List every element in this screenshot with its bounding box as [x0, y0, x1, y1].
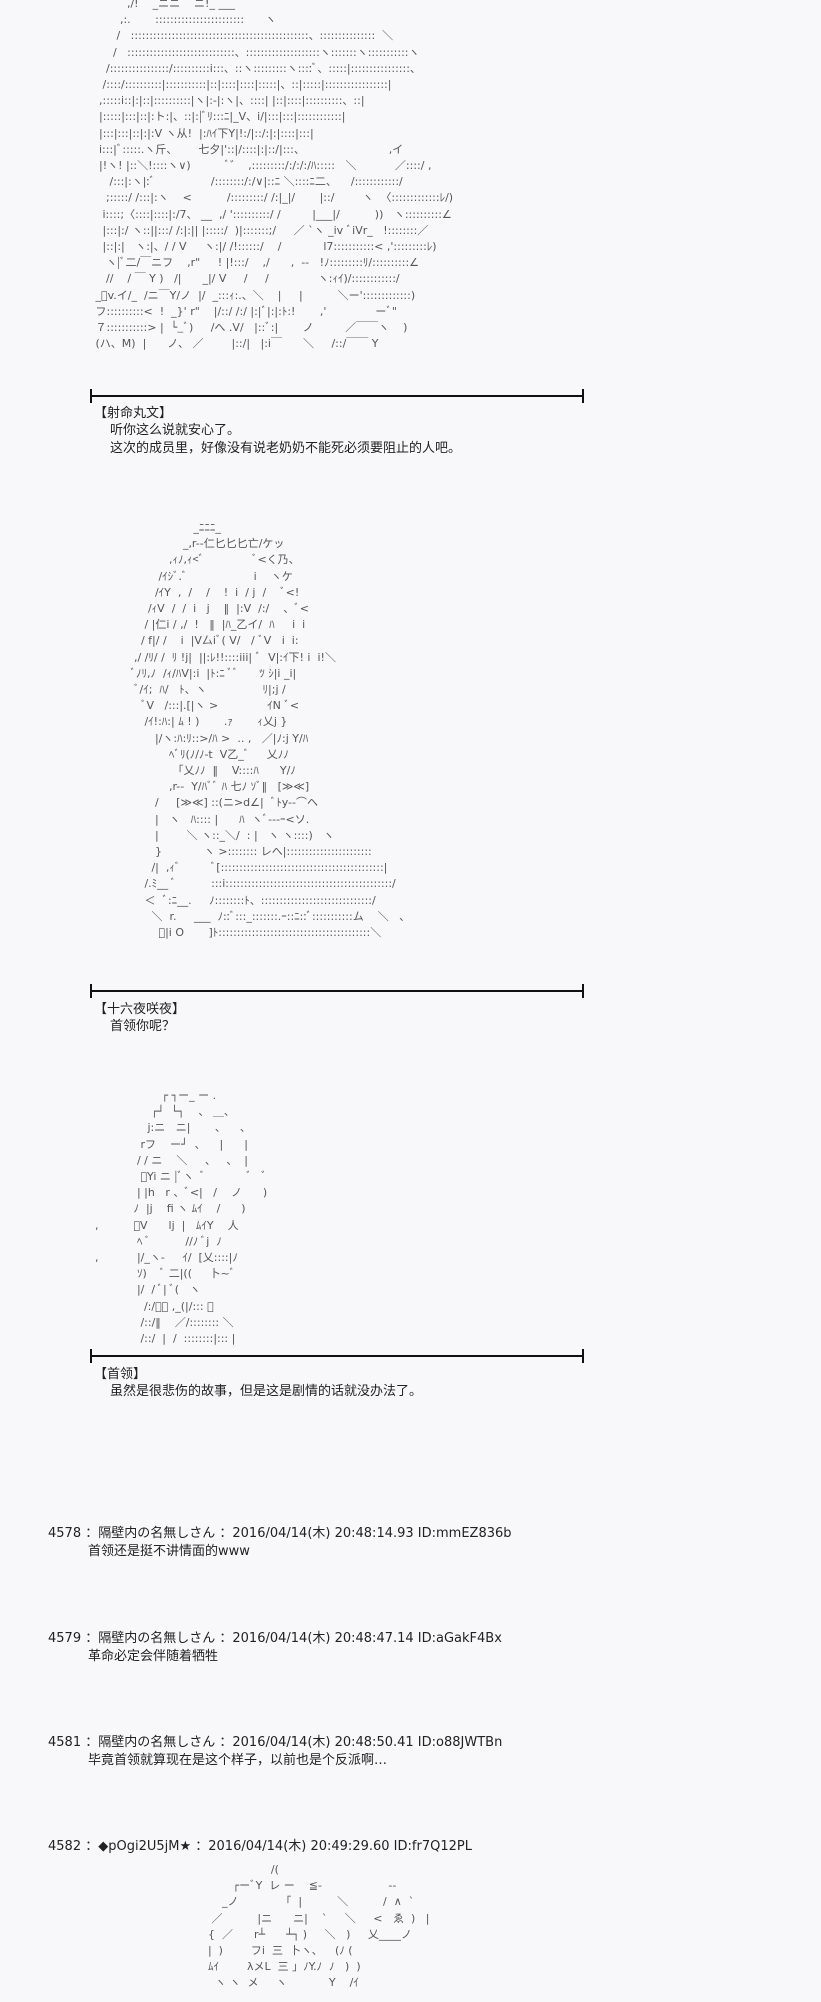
post-body: 首领还是挺不讲情面的www	[88, 1544, 250, 1559]
post-id[interactable]: ID:mmEZ836b	[417, 1526, 512, 1541]
ascii-art-aya: ,/! _ニニ ニ!_ ___ ,:. ::::::::::::::::::::…	[95, 0, 454, 351]
speaker-label: 【射命丸文】	[94, 406, 173, 421]
separator-line	[90, 389, 584, 403]
post-id[interactable]: ID:o88JWTBn	[417, 1735, 503, 1750]
post-id[interactable]: ID:fr7Q12PL	[393, 1839, 472, 1854]
dialogue-line: 听你这么说就安心了。	[110, 423, 241, 438]
speaker-label: 【首领】	[94, 1367, 147, 1382]
dialogue-line: 首领你呢？	[110, 1019, 176, 1034]
post-body: 革命必定会伴随着牺牲	[88, 1649, 219, 1664]
separator-line	[90, 984, 584, 998]
dialogue-line: 虽然是很悲伤的故事，但是这是剧情的话就没办法了。	[110, 1384, 423, 1399]
ascii-art-boss: ┌ ┐ー_ ー . ┌┘ └┐ 、 ＿、 j:ニ ニ| 、 、 rフ ー┘ 、 …	[94, 1089, 268, 1346]
post-id[interactable]: ID:aGakF4Bx	[417, 1631, 502, 1646]
post-date: 2016/04/14(木) 20:48:47.14	[232, 1631, 414, 1646]
ascii-art-sakuya: _ﾆﾆﾆ_ _,r--仁匕匕匕亡/ケッ ,ｨﾉ,ｨ<ﾞ ﾞ<く乃、 /ｲｼﾞ.ﾞ…	[130, 521, 411, 940]
post-author: 隔壁内の名無しさん	[98, 1526, 216, 1541]
post-header: 4578 ：隔壁内の名無しさん ：2016/04/14(木) 20:48:14.…	[48, 1526, 512, 1541]
post-number[interactable]: 4581	[48, 1735, 82, 1750]
speaker-label: 【十六夜咲夜】	[94, 1002, 186, 1017]
post-header: 4579 ：隔壁内の名無しさん ：2016/04/14(木) 20:48:47.…	[48, 1631, 502, 1646]
post-number[interactable]: 4579	[48, 1631, 82, 1646]
post-date: 2016/04/14(木) 20:48:14.93	[232, 1526, 414, 1541]
post-number[interactable]: 4578	[48, 1526, 82, 1541]
post-date: 2016/04/14(木) 20:48:50.41	[232, 1735, 414, 1750]
post-author: ◆pOgi2U5jM★	[98, 1839, 192, 1854]
post-author: 隔壁内の名無しさん	[98, 1735, 216, 1750]
post-number[interactable]: 4582	[48, 1839, 82, 1854]
post-date: 2016/04/14(木) 20:49:29.60	[208, 1839, 390, 1854]
post-author: 隔壁内の名無しさん	[98, 1631, 216, 1646]
post-body: 毕竟首领就算现在是这个样子，以前也是个反派啊…	[88, 1753, 388, 1768]
dialogue-line: 这次的成员里，好像没有说老奶奶不能死必须要阻止的人吧。	[110, 441, 462, 456]
separator-line	[90, 1349, 584, 1363]
post-header: 4581 ：隔壁内の名無しさん ：2016/04/14(木) 20:48:50.…	[48, 1735, 503, 1750]
ascii-art-final: /( ┌ーﾞY レ ー ≦- -- _ノ 「 | ＼ / ∧ ` ／ |ニ ニ|…	[207, 1863, 430, 1990]
post-header: 4582 ：◆pOgi2U5jM★ ：2016/04/14(木) 20:49:2…	[48, 1839, 472, 1854]
